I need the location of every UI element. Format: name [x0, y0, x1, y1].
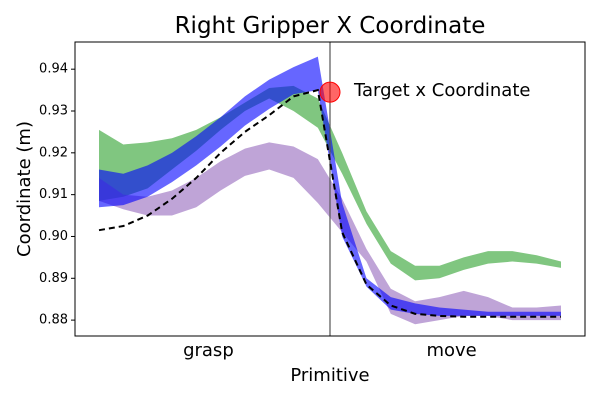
y-tick-label: 0.90: [39, 229, 68, 244]
y-tick-label: 0.94: [39, 62, 68, 77]
plot-frame: [74, 41, 586, 337]
x-axis: grasp move: [183, 340, 477, 361]
plot-area: Target x Coordinate: [98, 42, 561, 336]
y-tick-label: 0.88: [39, 313, 68, 328]
target-point-label: Target x Coordinate: [353, 80, 530, 101]
x-tick-label-grasp: grasp: [183, 340, 234, 361]
series-band-2: [99, 142, 561, 325]
y-tick-label: 0.93: [39, 104, 68, 119]
chart-title: Right Gripper X Coordinate: [175, 13, 486, 39]
y-axis-label: Coordinate (m): [14, 121, 35, 257]
y-tick-label: 0.91: [39, 187, 68, 202]
y-axis: 0.88 0.89 0.90 0.91 0.92 0.93 0.94: [39, 62, 75, 328]
y-tick-label: 0.89: [39, 271, 68, 286]
x-tick-label-move: move: [426, 340, 476, 361]
x-axis-label: Primitive: [290, 365, 369, 386]
y-tick-label: 0.92: [39, 145, 68, 160]
target-trajectory-line: [98, 88, 561, 318]
target-point-marker: [319, 81, 341, 103]
